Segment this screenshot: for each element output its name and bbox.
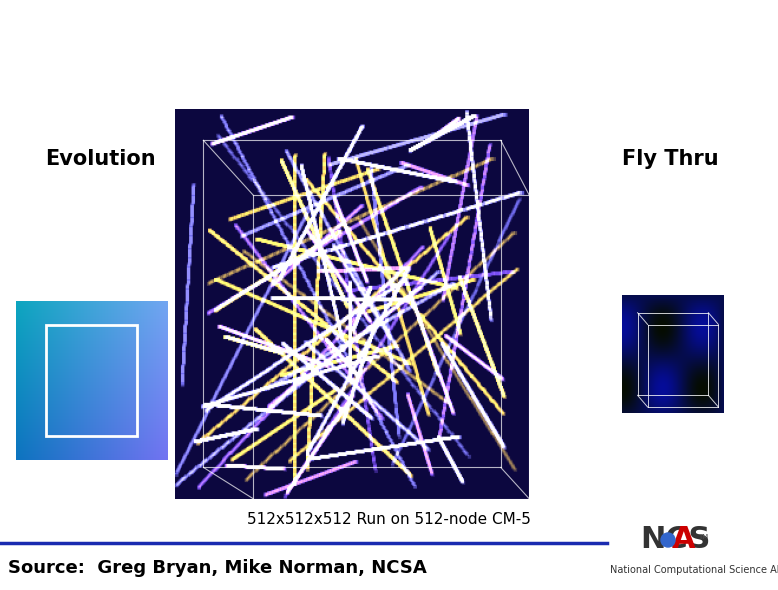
Text: TM: TM [698, 534, 708, 540]
Text: Traditional MPP Supercomputer: Traditional MPP Supercomputer [117, 57, 661, 86]
Text: Fly Thru: Fly Thru [622, 149, 718, 169]
Circle shape [661, 533, 675, 547]
Text: National Computational Science Alliance: National Computational Science Alliance [610, 565, 778, 575]
Text: A: A [672, 526, 696, 555]
Text: Evolution: Evolution [44, 149, 156, 169]
Text: Source:  Greg Bryan, Mike Norman, NCSA: Source: Greg Bryan, Mike Norman, NCSA [8, 559, 427, 577]
Bar [46, 324, 137, 437]
Text: 512x512x512 Run on 512-node CM-5: 512x512x512 Run on 512-node CM-5 [247, 512, 531, 527]
Text: Emergence of Large Scale Structure Using: Emergence of Large Scale Structure Using [26, 18, 752, 47]
Text: NCS: NCS [640, 526, 710, 555]
